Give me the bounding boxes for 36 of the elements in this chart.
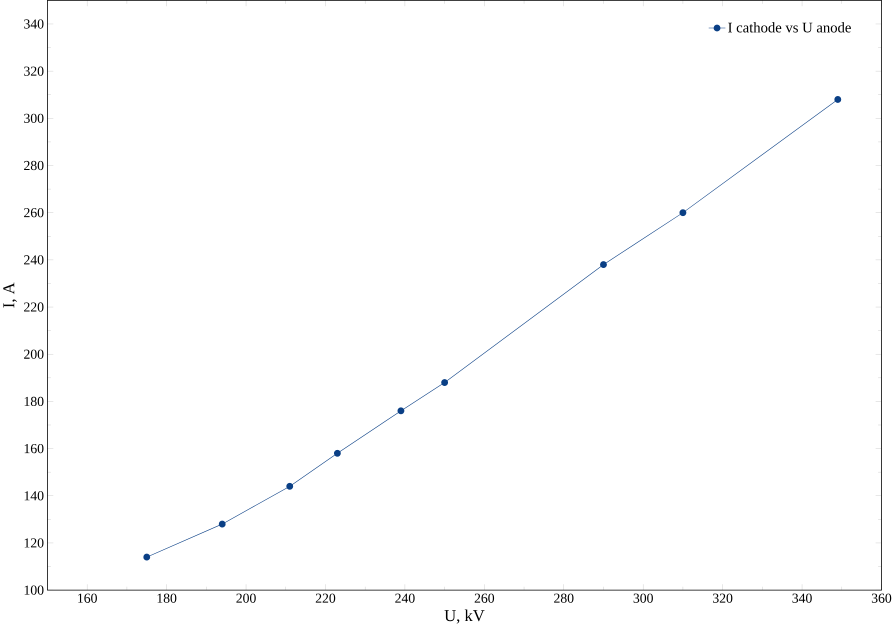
x-tick-label: 180 (158, 594, 176, 603)
point (600, 261, 607, 268)
x-tick-label: 240 (395, 594, 415, 603)
x-tick-label: 260 (474, 594, 494, 603)
y-tick-label: 160 (24, 444, 44, 454)
x-tick-label: 340 (792, 594, 812, 603)
point (679, 209, 686, 216)
x-axis-title: U, kV (444, 610, 485, 624)
y-tick-label: 260 (24, 208, 44, 218)
x-tick-label: 280 (554, 594, 574, 603)
point (834, 96, 842, 103)
point (286, 482, 294, 490)
y-tick-label: 200 (24, 350, 44, 359)
x-tick-label: 300 (634, 594, 653, 603)
x-tick-label: 160 (78, 594, 97, 603)
y-tick-label: 100 (24, 586, 44, 595)
y-tick-label: 320 (24, 66, 44, 76)
y-tick-label: 140 (24, 491, 44, 500)
point (334, 450, 341, 457)
point (441, 379, 448, 386)
x-tick-label: 320 (713, 594, 732, 603)
legend-label: I cathode vs U anode (728, 22, 851, 33)
y-tick-label: 180 (24, 396, 44, 406)
point (218, 520, 226, 528)
x-tick-label: 360 (872, 594, 892, 603)
y-axis-title: I, A (3, 282, 17, 308)
point (398, 407, 404, 414)
y-tick-label: 280 (24, 160, 44, 170)
x-tick-label: 220 (316, 594, 336, 603)
y-tick-label: 300 (24, 114, 44, 124)
x-tick-label: 200 (236, 594, 256, 603)
y-tick-label: 120 (24, 538, 44, 548)
y-tick-label: 240 (24, 255, 44, 265)
point (143, 554, 150, 561)
y-tick-label: 220 (24, 302, 44, 312)
y-tick-label: 340 (24, 19, 44, 29)
